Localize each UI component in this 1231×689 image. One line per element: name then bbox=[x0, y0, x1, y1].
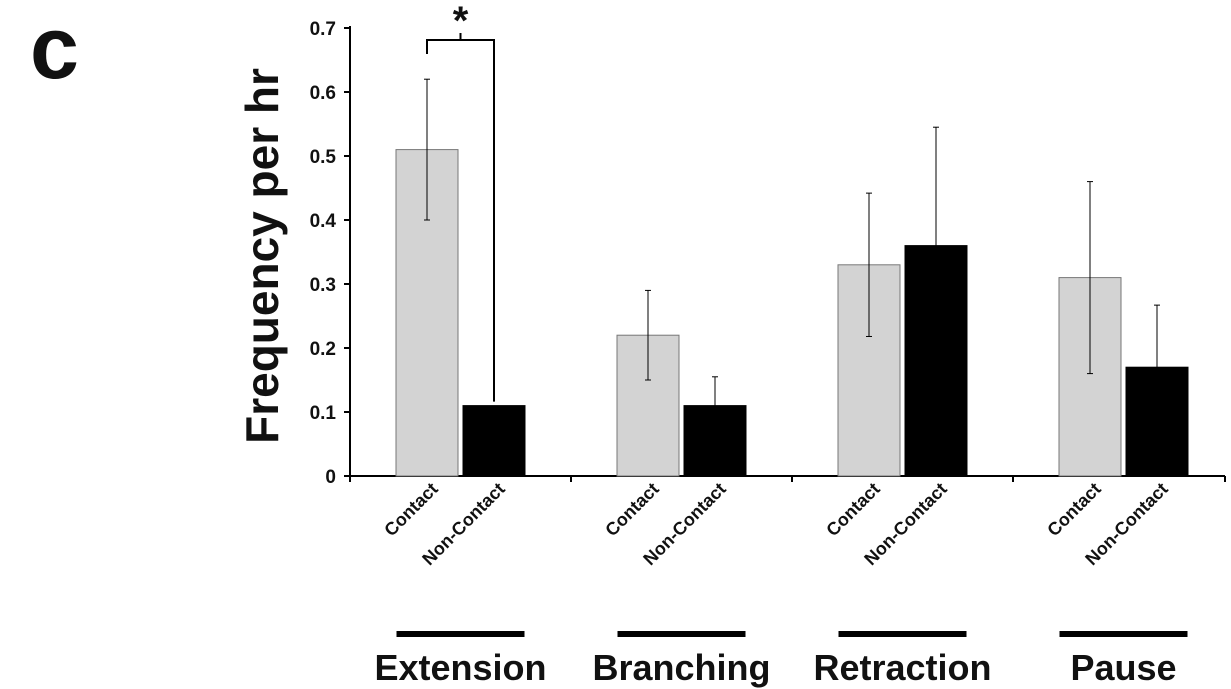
y-axis-title: Frequency per hr bbox=[236, 68, 288, 444]
group-underline bbox=[617, 631, 746, 637]
y-tick-label: 0.5 bbox=[310, 147, 337, 168]
group-underline bbox=[1059, 631, 1188, 637]
category-label: Contact bbox=[601, 479, 663, 541]
group-label: Extension bbox=[374, 647, 546, 688]
y-tick-label: 0.3 bbox=[310, 275, 336, 296]
bar-non-contact bbox=[462, 405, 526, 477]
group-underline bbox=[838, 631, 967, 637]
y-tick-label: 0.1 bbox=[310, 403, 337, 424]
y-tick-label: 0.7 bbox=[310, 19, 336, 40]
group-label: Pause bbox=[1070, 647, 1176, 688]
y-tick-label: 0.6 bbox=[310, 83, 336, 104]
panel-label: c bbox=[30, 0, 79, 97]
y-tick-label: 0.4 bbox=[310, 211, 337, 232]
group-label: Branching bbox=[592, 647, 770, 688]
category-label: Contact bbox=[1043, 479, 1105, 541]
y-tick-label: 0 bbox=[325, 467, 336, 488]
plot-area: 00.10.20.30.40.50.60.7ContactNon-Contact… bbox=[310, 0, 1226, 688]
y-tick-label: 0.2 bbox=[310, 339, 336, 360]
group-underline bbox=[396, 631, 525, 637]
category-label: Contact bbox=[822, 479, 884, 541]
group-label: Retraction bbox=[813, 647, 991, 688]
significance-marker: * bbox=[453, 0, 469, 43]
category-label: Contact bbox=[380, 479, 442, 541]
